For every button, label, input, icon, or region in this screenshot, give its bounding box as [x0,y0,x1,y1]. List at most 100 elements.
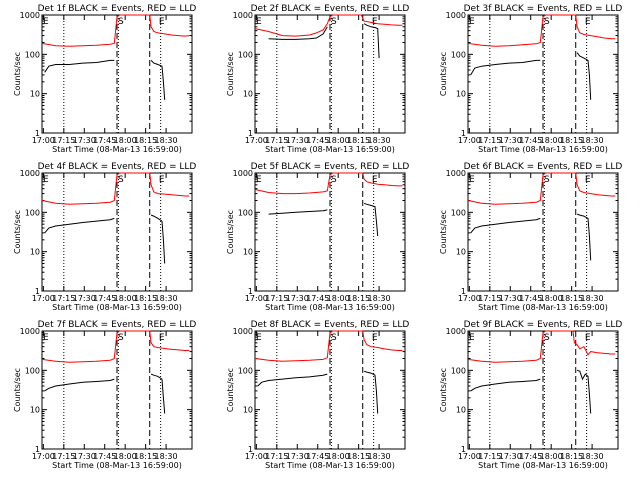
event-marker: E [372,175,378,185]
y-tick-label: 10 [456,90,466,99]
event-marker: S [331,175,337,185]
y-axis-label: Counts/sec [439,52,448,96]
x-tick-label: 17:45 [519,294,542,303]
chart-panel-9: Det 9f BLACK = Events, RED = LLD 1 10 100 10… [439,320,622,470]
x-tick-label: 18:15 [560,452,583,461]
x-tick-label: 17:15 [478,452,501,461]
chart-title: Det 1f BLACK = Events, RED = LLD [38,4,197,14]
x-tick-label: 17:30 [499,452,522,461]
event-marker: E [585,333,591,343]
y-axis-label: Counts/sec [226,368,235,412]
x-tick-label: 18:30 [581,136,604,145]
series-events [470,52,592,100]
x-tick-label: 17:15 [478,136,501,145]
chart-title: Det 7f BLACK = Events, RED = LLD [38,320,197,330]
x-tick-label: 17:45 [93,136,116,145]
x-tick-label: 18:00 [114,294,137,303]
x-tick-label: 17:30 [499,136,522,145]
y-tick-label: 100 [25,208,40,217]
series-lld [467,172,616,205]
x-tick-label: 18:00 [327,452,350,461]
y-tick-label: 1000 [446,327,466,336]
chart-panel-4: Det 4f BLACK = Events, RED = LLD 1 10 100 10… [13,162,196,312]
x-tick-label: 17:15 [52,136,75,145]
x-tick-label: 18:30 [368,294,391,303]
x-tick-label: 17:30 [286,452,309,461]
chart-title: Det 2f BLACK = Events, RED = LLD [251,4,410,14]
x-axis-label: Start Time (08-Mar-13 16:59:00) [52,461,182,470]
y-tick-label: 1 [248,287,253,296]
series-lld [41,330,190,363]
series-lld [467,14,616,47]
x-axis-label: Start Time (08-Mar-13 16:59:00) [478,303,608,312]
x-tick-label: 18:15 [134,452,157,461]
event-marker: E [159,17,165,27]
x-tick-label: 17:00 [458,452,481,461]
y-tick-label: 100 [451,50,466,59]
y-tick-label: 100 [25,366,40,375]
y-tick-label: 1000 [20,11,40,20]
event-marker: S [331,333,337,343]
x-tick-label: 18:15 [347,136,370,145]
x-axis-label: Start Time (08-Mar-13 16:59:00) [52,145,182,154]
y-tick-label: 1 [248,129,253,138]
x-tick-label: 17:30 [499,294,522,303]
y-tick-label: 1000 [20,327,40,336]
event-marker: E [372,333,378,343]
event-marker: E [43,17,49,27]
chart-panel-7: Det 7f BLACK = Events, RED = LLD 1 10 100 10… [13,320,196,470]
y-tick-label: 1000 [446,11,466,20]
x-tick-label: 18:30 [581,452,604,461]
y-tick-label: 100 [238,50,253,59]
event-marker: E [469,17,475,27]
event-marker: S [544,175,550,185]
y-tick-label: 1000 [233,11,253,20]
x-tick-label: 18:30 [368,136,391,145]
x-tick-label: 17:00 [32,136,55,145]
chart-title: Det 8f BLACK = Events, RED = LLD [251,320,410,330]
y-tick-label: 10 [243,248,253,257]
y-axis-label: Counts/sec [439,368,448,412]
x-tick-label: 17:15 [52,452,75,461]
series-events [44,373,166,414]
x-tick-label: 17:45 [93,452,116,461]
chart-title: Det 4f BLACK = Events, RED = LLD [38,162,197,172]
y-tick-label: 1 [461,445,466,454]
x-tick-label: 17:15 [265,294,288,303]
x-tick-label: 17:00 [245,136,268,145]
chart-title: Det 5f BLACK = Events, RED = LLD [251,162,410,172]
y-tick-label: 1 [248,445,253,454]
y-axis-label: Counts/sec [439,210,448,254]
x-axis-label: Start Time (08-Mar-13 16:59:00) [478,461,608,470]
y-axis-label: Counts/sec [226,52,235,96]
y-tick-label: 1000 [446,169,466,178]
event-marker: S [544,17,550,27]
chart-title: Det 9f BLACK = Events, RED = LLD [464,320,623,330]
y-tick-label: 100 [238,366,253,375]
y-tick-label: 1 [461,287,466,296]
y-tick-label: 10 [243,90,253,99]
y-tick-label: 10 [456,248,466,257]
x-tick-label: 17:00 [32,294,55,303]
x-tick-label: 18:30 [368,452,391,461]
x-tick-label: 18:30 [155,136,178,145]
y-tick-label: 100 [25,50,40,59]
x-tick-label: 17:15 [265,136,288,145]
event-marker: E [256,175,262,185]
y-tick-label: 1 [461,129,466,138]
y-axis-label: Counts/sec [13,368,22,412]
series-events [44,59,166,100]
y-tick-label: 100 [238,208,253,217]
x-tick-label: 18:30 [581,294,604,303]
x-tick-label: 17:15 [478,294,501,303]
x-tick-label: 17:45 [519,452,542,461]
x-tick-label: 17:45 [306,452,329,461]
series-events [470,369,592,414]
event-marker: E [469,175,475,185]
event-marker: E [43,333,49,343]
event-marker: S [331,17,337,27]
event-marker: E [372,17,378,27]
y-axis-label: Counts/sec [13,210,22,254]
x-tick-label: 18:15 [134,294,157,303]
